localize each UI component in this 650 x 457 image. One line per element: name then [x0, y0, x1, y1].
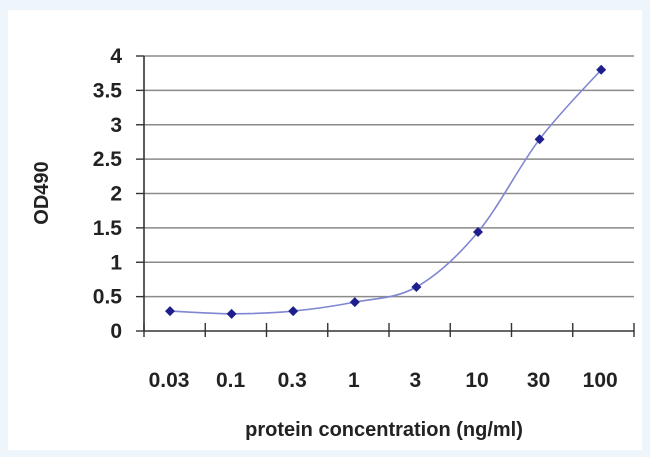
data-point	[411, 282, 422, 292]
y-tick-label: 2	[110, 183, 122, 206]
x-tick-label: 3	[410, 369, 422, 392]
x-tick-label: 100	[583, 369, 618, 392]
y-tick-label: 0	[110, 320, 122, 343]
x-axis-title: protein concentration (ng/ml)	[245, 419, 523, 441]
data-point	[473, 227, 483, 237]
y-tick-label: 3	[110, 114, 122, 137]
x-tick-label: 30	[527, 369, 550, 392]
x-tick-label: 0.03	[149, 369, 190, 392]
data-point	[226, 308, 237, 319]
y-tick-label: 4	[110, 45, 122, 68]
data-point	[534, 134, 545, 145]
y-tick-label: 0.5	[93, 286, 123, 309]
y-tick-label: 3.5	[93, 79, 123, 102]
y-tick-label: 2.5	[93, 148, 123, 171]
x-tick-label: 0.3	[278, 369, 307, 392]
data-point	[349, 297, 360, 308]
y-tick-label: 1.5	[93, 217, 123, 240]
x-tick-labels: 0.03 0.1 0.3 1 3 10 30 100	[143, 323, 635, 392]
data-point	[596, 64, 607, 75]
y-tick-label: 1	[110, 251, 122, 274]
x-tick-label: 1	[348, 369, 360, 392]
gridlines	[144, 55, 634, 298]
x-tick-label: 10	[465, 369, 488, 392]
y-tick-labels: 0 0.5 1 1.5 2 2.5 3 3.5 4	[93, 45, 144, 343]
x-tick-label: 0.1	[216, 369, 246, 392]
y-axis-title: OD490	[31, 161, 53, 224]
data-point	[165, 306, 175, 317]
data-point	[288, 306, 299, 317]
data-points	[165, 64, 607, 319]
